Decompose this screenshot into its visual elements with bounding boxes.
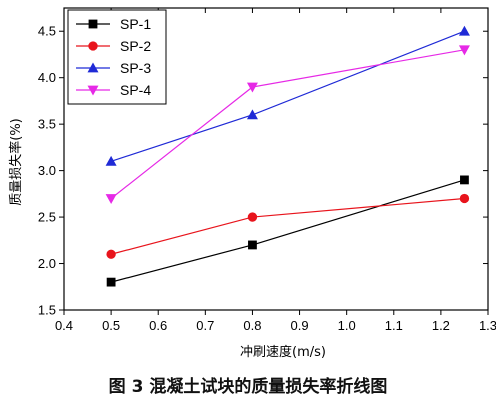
data-point [247, 212, 258, 222]
data-point [105, 155, 117, 166]
legend-label: SP-4 [120, 82, 151, 98]
y-axis-title: 质量损失率(%) [8, 118, 24, 206]
legend-marker [88, 19, 98, 29]
legend-marker [87, 62, 99, 73]
x-axis-title: 冲刷速度(m/s) [240, 344, 326, 360]
series-layer [105, 25, 470, 287]
data-point [106, 277, 116, 287]
legend-item-sp-3: SP-3 [76, 60, 151, 76]
x-tick-label: 1.1 [385, 318, 403, 333]
series-sp-3 [105, 25, 470, 166]
series-sp-1 [106, 175, 469, 287]
data-point [459, 193, 470, 204]
plot-frame [63, 7, 489, 311]
x-tick-label: 0.4 [55, 318, 73, 333]
data-point [458, 25, 470, 36]
legend-marker [87, 85, 99, 96]
x-tick-label: 0.9 [291, 318, 309, 333]
plot-border [63, 7, 489, 311]
data-point [105, 194, 117, 204]
x-axis: 0.4 0.5 0.6 0.7 0.8 0.9 1.0 1.1 1.2 1.3 [55, 8, 496, 333]
y-axis: 1.5 2.0 2.5 3.0 3.5 4.0 4.5 [38, 24, 488, 318]
legend-label: SP-1 [120, 16, 151, 32]
series-line [110, 197, 465, 255]
y-tick-label: 3.0 [38, 163, 56, 178]
line-chart: 0.4 0.5 0.6 0.7 0.8 0.9 1.0 1.1 1.2 1.3 1.5 2.0 2.5… [8, 7, 496, 360]
data-point [460, 175, 469, 185]
y-tick-label: 2.0 [38, 256, 56, 271]
series-sp-4 [105, 45, 470, 204]
y-tick-label: 2.5 [38, 210, 56, 225]
legend-label: SP-3 [120, 60, 151, 76]
x-tick-label: 1.0 [338, 318, 356, 333]
y-tick-label: 4.0 [38, 70, 56, 85]
y-tick-label: 3.5 [38, 117, 56, 132]
series-line [110, 179, 465, 283]
x-tick-label: 0.7 [196, 318, 214, 333]
data-point [106, 249, 116, 259]
data-point [248, 240, 257, 250]
x-tick-label: 0.8 [243, 318, 261, 333]
legend-item-sp-2: SP-2 [76, 38, 151, 54]
x-tick-label: 0.6 [149, 318, 167, 333]
legend-item-sp-4: SP-4 [76, 82, 151, 98]
series-sp-2 [106, 193, 470, 259]
data-point [246, 109, 258, 120]
legend-marker [88, 41, 98, 51]
legend-item-sp-1: SP-1 [76, 16, 151, 32]
figure-caption: 图 3 混凝土试块的质量损失率折线图 [108, 377, 388, 397]
x-tick-label: 1.3 [479, 318, 496, 333]
legend-label: SP-2 [120, 38, 151, 54]
legend-box [67, 9, 167, 105]
x-tick-label: 0.5 [102, 318, 120, 333]
y-tick-label: 4.5 [38, 24, 56, 39]
data-point [246, 82, 258, 93]
x-tick-label: 1.2 [432, 318, 450, 333]
legend: SP-1 SP-2 SP-3 SP-4 [67, 9, 167, 105]
y-tick-label: 1.5 [38, 303, 56, 318]
data-point [458, 45, 470, 56]
